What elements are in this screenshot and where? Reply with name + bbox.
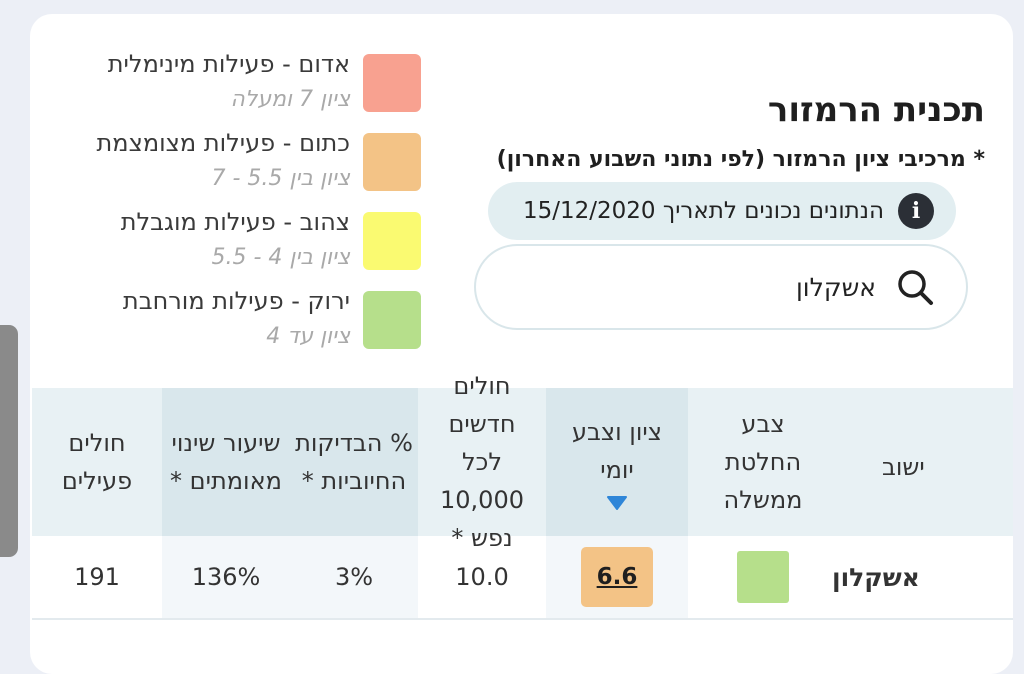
header-new-cases[interactable]: חולים חדשים לכל 10,000 נפש * [418,372,546,552]
header-change-rate[interactable]: שיעור שינוי מאומתים * [162,388,290,536]
legend-range: ציון בין 5.5 - 7 [211,166,350,191]
legend-item-yellow: צהוב - פעילות מוגבלת ציון בין 4 - 5.5 [64,208,424,287]
search-icon[interactable] [894,266,936,308]
cell-new-cases: 10.0 [455,563,509,591]
info-icon[interactable]: i [898,193,934,229]
legend-label: ירוק - פעילות מורחבת [122,287,350,315]
score-components-subtitle: * מרכיבי ציון הרמזור (לפי נתוני השבוע הא… [496,147,985,172]
cell-positive-pct: 3% [290,536,418,618]
table-row[interactable]: אשקלון 6.6 10.0 3% 136% 191 [32,536,1013,620]
legend-range: ציון בין 4 - 5.5 [211,245,350,270]
cell-daily-score: 6.6 [546,536,688,618]
daily-score-badge[interactable]: 6.6 [581,547,653,607]
header-city[interactable]: ישוב [882,388,1013,536]
cell-gov-color [688,536,838,618]
color-legend: אדום - פעילות מינימלית ציון 7 ומעלה כתום… [64,50,424,366]
legend-item-green: ירוק - פעילות מורחבת ציון עד 4 [64,287,424,366]
legend-range: ציון עד 4 [266,324,350,349]
cell-change-rate: 136% [162,536,290,618]
page-title: תכנית הרמזור [767,90,985,130]
legend-range: ציון 7 ומעלה [230,87,350,112]
traffic-light-card: תכנית הרמזור * מרכיבי ציון הרמזור (לפי נ… [30,14,1013,674]
header-gov-color-label: צבע החלטת ממשלה [723,410,803,514]
header-city-label: ישוב [882,453,925,481]
gov-color-square [737,551,789,603]
header-gov-color[interactable]: צבע החלטת ממשלה [688,388,838,536]
header-change-rate-label: שיעור שינוי מאומתים * [170,429,282,495]
scrollbar-thumb[interactable] [0,325,18,557]
sort-down-icon[interactable] [606,495,628,511]
header-active-cases-label: חולים פעילים [61,429,133,495]
data-date-text: הנתונים נכונים לתאריך 15/12/2020 [522,198,884,224]
legend-item-orange: כתום - פעילות מצומצמת ציון בין 5.5 - 7 [64,129,424,208]
header-positive-pct-label: % הבדיקות החיוביות * [295,429,413,495]
legend-swatch-green [363,291,421,349]
header-active-cases[interactable]: חולים פעילים [32,388,162,536]
cell-active-cases: 191 [74,563,120,591]
header-daily-score[interactable]: ציון וצבע יומי [546,388,688,536]
legend-label: צהוב - פעילות מוגבלת [120,208,350,236]
header-new-cases-label: חולים חדשים לכל 10,000 נפש * [440,372,524,552]
legend-label: כתום - פעילות מצומצמת [96,129,351,157]
data-date-notice: i הנתונים נכונים לתאריך 15/12/2020 [488,182,956,240]
cell-city: אשקלון [832,562,920,592]
city-search-box[interactable] [474,244,968,330]
legend-item-red: אדום - פעילות מינימלית ציון 7 ומעלה [64,50,424,129]
table-header: ישוב צבע החלטת ממשלה ציון וצבע יומי חולי… [32,372,1013,552]
city-search-input[interactable] [554,271,878,303]
legend-swatch-yellow [363,212,421,270]
cities-table: ישוב צבע החלטת ממשלה ציון וצבע יומי חולי… [32,372,1013,620]
legend-swatch-orange [363,133,421,191]
header-positive-pct[interactable]: % הבדיקות החיוביות * [290,388,418,536]
legend-swatch-red [363,54,421,112]
legend-label: אדום - פעילות מינימלית [107,50,350,78]
header-daily-score-label: ציון וצבע יומי [572,418,662,484]
